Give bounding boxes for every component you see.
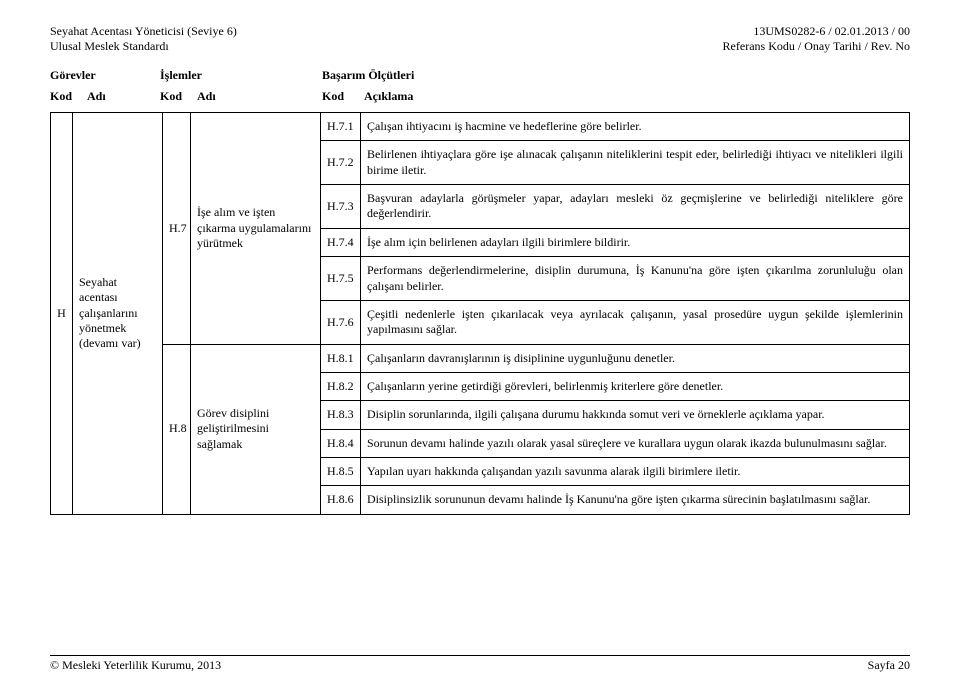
colhead-aciklama: Açıklama bbox=[364, 89, 910, 104]
op-h7-code: H.7 bbox=[163, 113, 191, 345]
op-h7-text: İşe alım ve işten çıkarma uygulamalarını… bbox=[191, 113, 321, 345]
crit-code: H.8.2 bbox=[321, 372, 361, 400]
crit-desc: Çeşitli nedenlerle işten çıkarılacak vey… bbox=[361, 300, 910, 344]
colhead-adi-2: Adı bbox=[197, 89, 322, 104]
column-headers: Kod Adı Kod Adı Kod Açıklama bbox=[50, 89, 910, 104]
colhead-adi-1: Adı bbox=[87, 89, 160, 104]
heading-gorevler: Görevler bbox=[50, 68, 160, 83]
header-right-2: Referans Kodu / Onay Tarihi / Rev. No bbox=[723, 39, 910, 54]
task-letter: H bbox=[51, 113, 73, 515]
crit-code: H.8.5 bbox=[321, 458, 361, 486]
header-right-1: 13UMS0282-6 / 02.01.2013 / 00 bbox=[723, 24, 910, 39]
colhead-kod-3: Kod bbox=[322, 89, 364, 104]
heading-islemler: İşlemler bbox=[160, 68, 322, 83]
section-headers: Görevler İşlemler Başarım Ölçütleri bbox=[50, 68, 910, 83]
crit-desc: İşe alım için belirlenen adayları ilgili… bbox=[361, 228, 910, 256]
op-h8-text: Görev disiplini geliştirilmesini sağlama… bbox=[191, 344, 321, 514]
page-header: Seyahat Acentası Yöneticisi (Seviye 6) U… bbox=[50, 24, 910, 54]
page-footer: © Mesleki Yeterlilik Kurumu, 2013 Sayfa … bbox=[50, 655, 910, 673]
crit-desc: Çalışanların davranışlarının iş disiplin… bbox=[361, 344, 910, 372]
header-left-1: Seyahat Acentası Yöneticisi (Seviye 6) bbox=[50, 24, 237, 39]
crit-code: H.7.1 bbox=[321, 113, 361, 141]
crit-code: H.8.1 bbox=[321, 344, 361, 372]
crit-desc: Çalışan ihtiyacını iş hacmine ve hedefle… bbox=[361, 113, 910, 141]
crit-desc: Çalışanların yerine getirdiği görevleri,… bbox=[361, 372, 910, 400]
crit-desc: Sorunun devamı halinde yazılı olarak yas… bbox=[361, 429, 910, 457]
crit-desc: Disiplinsizlik sorununun devamı halinde … bbox=[361, 486, 910, 514]
crit-desc: Performans değerlendirmelerine, disiplin… bbox=[361, 257, 910, 301]
crit-code: H.8.6 bbox=[321, 486, 361, 514]
crit-code: H.8.3 bbox=[321, 401, 361, 429]
crit-desc: Disiplin sorunlarında, ilgili çalışana d… bbox=[361, 401, 910, 429]
table-row: H Seyahat acentası çalışanlarını yönetme… bbox=[51, 113, 910, 141]
footer-right: Sayfa 20 bbox=[868, 658, 910, 673]
crit-desc: Belirlenen ihtiyaçlara göre işe alınacak… bbox=[361, 141, 910, 185]
op-h8-code: H.8 bbox=[163, 344, 191, 514]
crit-code: H.8.4 bbox=[321, 429, 361, 457]
task-text: Seyahat acentası çalışanlarını yönetmek … bbox=[73, 113, 163, 515]
footer-rule bbox=[50, 655, 910, 656]
heading-olcutler: Başarım Ölçütleri bbox=[322, 68, 910, 83]
colhead-kod-1: Kod bbox=[50, 89, 87, 104]
colhead-kod-2: Kod bbox=[160, 89, 197, 104]
crit-code: H.7.5 bbox=[321, 257, 361, 301]
crit-code: H.7.2 bbox=[321, 141, 361, 185]
crit-desc: Başvuran adaylarla görüşmeler yapar, ada… bbox=[361, 185, 910, 229]
footer-left: © Mesleki Yeterlilik Kurumu, 2013 bbox=[50, 658, 221, 673]
crit-code: H.7.3 bbox=[321, 185, 361, 229]
crit-code: H.7.6 bbox=[321, 300, 361, 344]
crit-desc: Yapılan uyarı hakkında çalışandan yazılı… bbox=[361, 458, 910, 486]
crit-code: H.7.4 bbox=[321, 228, 361, 256]
table-row: H.8 Görev disiplini geliştirilmesini sağ… bbox=[51, 344, 910, 372]
criteria-table: H Seyahat acentası çalışanlarını yönetme… bbox=[50, 112, 910, 515]
header-left-2: Ulusal Meslek Standardı bbox=[50, 39, 237, 54]
